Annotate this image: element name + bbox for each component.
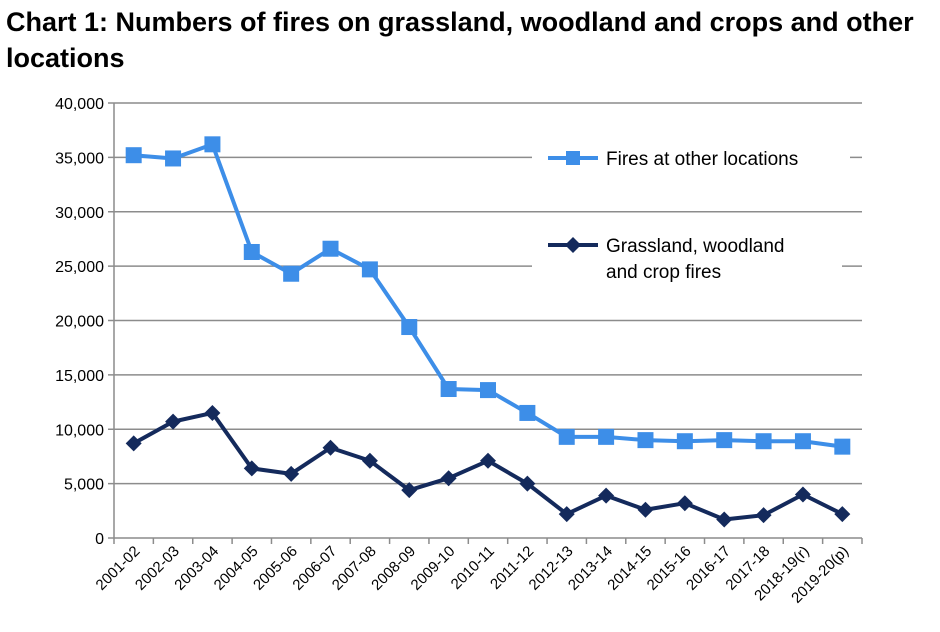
series-line	[133, 142, 843, 449]
data-point-diamond	[519, 475, 536, 492]
y-tick-label: 35,000	[55, 150, 104, 167]
legend-label: and crop fires	[606, 262, 721, 283]
data-point-diamond	[165, 413, 182, 430]
data-point-diamond	[361, 452, 378, 469]
data-point-diamond	[322, 439, 339, 456]
y-tick-label: 5,000	[64, 477, 104, 494]
y-tick-label: 15,000	[55, 368, 104, 385]
data-point-diamond	[598, 487, 615, 504]
y-tick-label: 0	[95, 531, 104, 548]
y-tick-label: 20,000	[55, 314, 104, 331]
data-point-square	[243, 243, 260, 260]
data-point-diamond	[283, 465, 300, 482]
y-tick-label: 30,000	[55, 205, 104, 222]
data-point-square	[558, 428, 575, 445]
data-point-diamond	[204, 404, 221, 421]
data-point-square	[204, 136, 221, 153]
data-point-square	[519, 404, 536, 421]
legend-background	[532, 230, 842, 288]
legend: Fires at other locations Grassland, woodl…	[532, 140, 850, 288]
data-point-diamond	[558, 506, 575, 523]
legend-label: Grassland, woodland	[606, 236, 785, 257]
series	[125, 136, 851, 528]
data-point-diamond	[755, 507, 772, 524]
legend-label: Fires at other locations	[606, 149, 798, 170]
data-point-square	[125, 147, 142, 164]
y-tick-label: 40,000	[55, 96, 104, 113]
data-point-square	[834, 438, 851, 455]
data-point-diamond	[794, 486, 811, 503]
data-point-diamond	[125, 435, 142, 452]
data-point-diamond	[440, 470, 457, 487]
data-point-diamond	[243, 460, 260, 477]
data-point-square	[480, 382, 496, 399]
data-point-square	[716, 432, 733, 449]
data-point-square	[283, 265, 300, 282]
y-tick-label: 25,000	[55, 259, 104, 276]
data-point-square	[361, 261, 378, 278]
data-point-square	[676, 433, 693, 450]
data-point-square	[322, 240, 339, 257]
legend-square-marker	[566, 151, 580, 165]
y-tick-label: 10,000	[55, 422, 104, 439]
data-point-square	[637, 432, 654, 449]
data-point-square	[794, 433, 811, 450]
data-point-diamond	[716, 511, 733, 528]
data-point-diamond	[676, 495, 693, 512]
data-point-diamond	[401, 482, 418, 499]
data-point-square	[165, 150, 182, 167]
y-axis-tick-labels: 0 5,000 10,000 15,000 20,000 25,000 30,000 35,0…	[55, 96, 104, 548]
data-point-square	[440, 381, 457, 398]
data-point-square	[755, 433, 772, 450]
data-point-diamond	[480, 452, 496, 469]
data-point-square	[401, 319, 418, 336]
data-point-diamond	[637, 501, 654, 518]
data-point-diamond	[834, 506, 851, 523]
chart-title: Chart 1: Numbers of fires on grassland, …	[6, 7, 914, 73]
x-axis-tick-labels: 2001-022002-032003-042004-052005-062006-…	[93, 543, 853, 607]
x-tick-label: 2009-10	[408, 543, 459, 594]
axes	[108, 102, 863, 544]
data-point-square	[598, 428, 615, 445]
legend-diamond-marker	[565, 237, 581, 253]
